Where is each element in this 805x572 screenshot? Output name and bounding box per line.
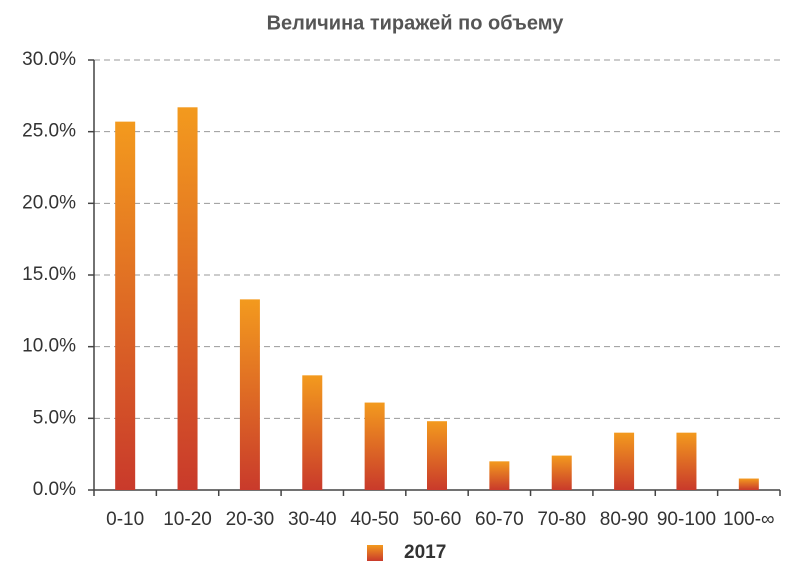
bar [676,432,697,490]
legend-label: 2017 [404,542,446,563]
bar [614,432,635,490]
y-tick-label: 30.0% [22,49,76,70]
x-tick-label: 40-50 [350,509,399,530]
x-tick-label: 10-20 [163,509,212,530]
bar [302,375,323,490]
y-tick-label: 20.0% [22,192,76,213]
y-tick-label: 10.0% [22,336,76,357]
legend-swatch [367,545,383,561]
bar [427,421,447,490]
bar [551,455,572,490]
bar [239,299,260,490]
x-tick-label: 30-40 [288,509,337,530]
y-tick-label: 0.0% [33,479,76,500]
x-tick-label: 70-80 [537,509,586,530]
bar [115,121,136,490]
x-tick-label: 20-30 [226,509,275,530]
x-tick-label: 50-60 [413,509,462,530]
y-tick-label: 15.0% [22,264,76,285]
y-tick-label: 5.0% [33,407,76,428]
bar [177,107,198,491]
bar [364,402,385,490]
x-tick-label: 0-10 [106,509,144,530]
x-tick-label: 100-∞ [723,509,775,530]
x-tick-label: 60-70 [475,509,524,530]
chart-title: Величина тиражей по объему [267,12,565,34]
bar [489,461,510,490]
bar [738,478,759,490]
x-tick-label: 80-90 [600,509,649,530]
x-tick-label: 90-100 [657,509,716,530]
y-tick-label: 25.0% [22,121,76,142]
